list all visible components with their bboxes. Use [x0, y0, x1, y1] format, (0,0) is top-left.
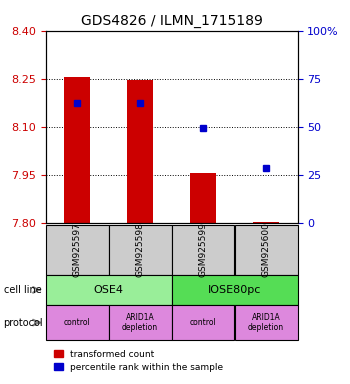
- Text: ARID1A
depletion: ARID1A depletion: [122, 313, 158, 332]
- Bar: [190, 173, 216, 223]
- Text: control: control: [190, 318, 216, 327]
- Text: cell line: cell line: [4, 285, 41, 295]
- Legend: transformed count, percentile rank within the sample: transformed count, percentile rank withi…: [50, 346, 226, 376]
- Text: GSM925598: GSM925598: [135, 222, 145, 277]
- Text: protocol: protocol: [4, 318, 43, 328]
- Title: GDS4826 / ILMN_1715189: GDS4826 / ILMN_1715189: [80, 14, 262, 28]
- Text: GSM925600: GSM925600: [261, 222, 271, 277]
- Text: GSM925597: GSM925597: [72, 222, 82, 277]
- Bar: [253, 222, 279, 223]
- Bar: [64, 77, 90, 223]
- Bar: [127, 80, 153, 223]
- Text: OSE4: OSE4: [93, 285, 124, 295]
- Text: control: control: [64, 318, 90, 327]
- Text: ARID1A
depletion: ARID1A depletion: [248, 313, 284, 332]
- Text: IOSE80pc: IOSE80pc: [208, 285, 261, 295]
- Text: GSM925599: GSM925599: [198, 222, 208, 277]
